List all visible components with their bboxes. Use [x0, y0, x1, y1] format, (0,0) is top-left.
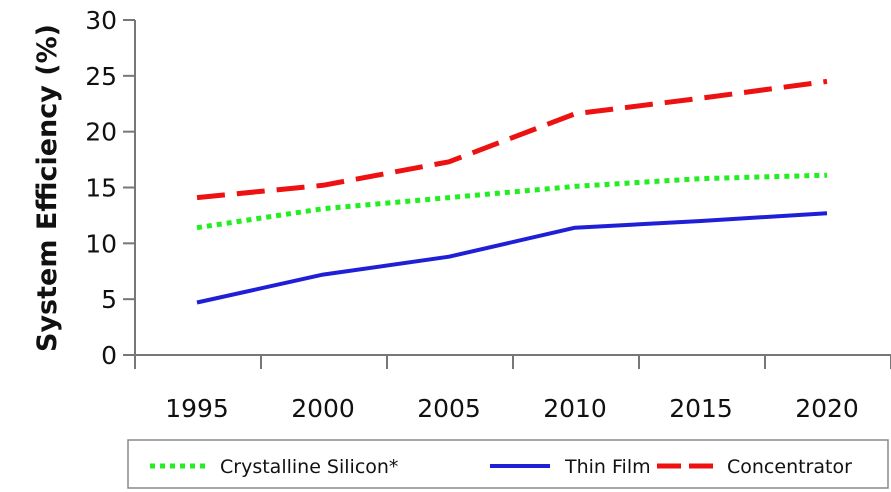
y-tick-label: 5 — [101, 285, 117, 314]
legend-label: Thin Film — [564, 456, 651, 478]
y-tick-label: 0 — [101, 341, 117, 370]
x-tick-label: 2005 — [417, 394, 481, 423]
y-tick-label: 10 — [85, 229, 117, 258]
x-tick-label: 2020 — [795, 394, 859, 423]
x-tick-label: 2000 — [291, 394, 355, 423]
series-line-concentrator — [196, 78, 828, 201]
x-tick-label: 2015 — [669, 394, 733, 423]
x-axis: 1995 2000 2005 2010 2015 2020 — [134, 354, 891, 423]
y-tick-label: 20 — [85, 118, 117, 147]
y-tick-label: 30 — [85, 6, 117, 35]
y-axis: 0 5 10 15 20 25 30 — [85, 6, 136, 370]
x-tick-label: 2010 — [543, 394, 607, 423]
y-axis-title: System Efficiency (%) — [32, 24, 63, 352]
x-tick-label: 1995 — [165, 394, 229, 423]
series-layer — [196, 78, 828, 305]
y-tick-label: 15 — [85, 174, 117, 203]
series-line-thin-film — [196, 211, 828, 305]
legend-label: Concentrator — [727, 456, 852, 478]
legend: Crystalline Silicon* Thin Film Concentrato… — [127, 439, 889, 489]
legend-label: Crystalline Silicon* — [220, 456, 398, 478]
y-tick-label: 25 — [85, 62, 117, 91]
